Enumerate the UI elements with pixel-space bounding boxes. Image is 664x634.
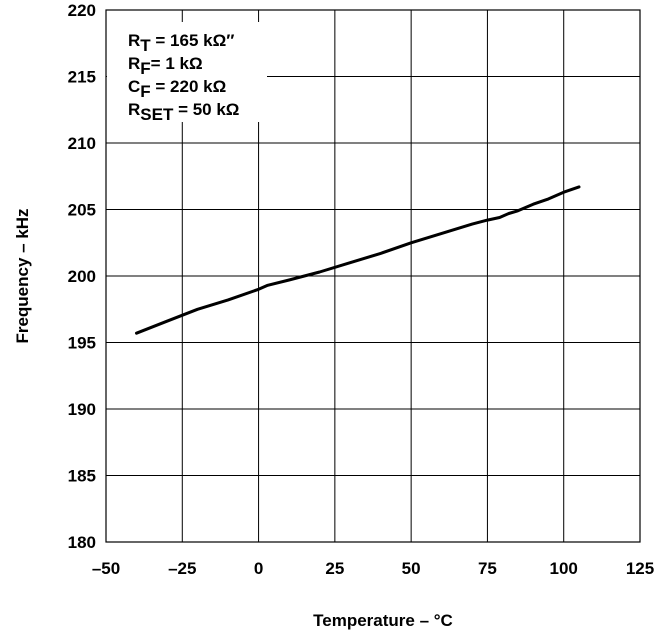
y-tick-label: 205 [68, 201, 96, 220]
x-tick-label: –50 [92, 559, 120, 578]
y-tick-label: 215 [68, 68, 96, 87]
x-tick-label: 0 [254, 559, 263, 578]
x-tick-label: 25 [325, 559, 344, 578]
y-tick-label: 185 [68, 467, 96, 486]
y-tick-label: 200 [68, 267, 96, 286]
x-tick-label: 125 [626, 559, 654, 578]
y-axis-label: Frequency – kHz [13, 208, 32, 343]
annotation-box [107, 22, 267, 122]
plot-frame [105, 9, 641, 543]
grid [106, 10, 640, 542]
annotation-line: RT = 165 kΩ″ [128, 31, 234, 55]
x-tick-label: 75 [478, 559, 497, 578]
x-tick-label: –25 [168, 559, 196, 578]
y-tick-labels: 180 185 190 195 200 205 210 215 220 [68, 1, 96, 552]
x-tick-labels: –50 –25 0 25 50 75 100 125 [92, 559, 654, 578]
y-tick-label: 195 [68, 334, 96, 353]
series-layer [135, 185, 581, 335]
annotation-line: RSET = 50 kΩ [128, 100, 239, 124]
x-tick-label: 50 [402, 559, 421, 578]
y-tick-label: 190 [68, 400, 96, 419]
y-tick-label: 210 [68, 134, 96, 153]
annotation-line: CF = 220 kΩ [128, 77, 226, 101]
x-tick-label: 100 [550, 559, 578, 578]
x-axis-label: Temperature – °C [313, 611, 453, 630]
annotation-line: RF= 1 kΩ [128, 54, 203, 78]
y-tick-label: 180 [68, 533, 96, 552]
y-tick-label: 220 [68, 1, 96, 20]
frequency-line [135, 185, 581, 335]
